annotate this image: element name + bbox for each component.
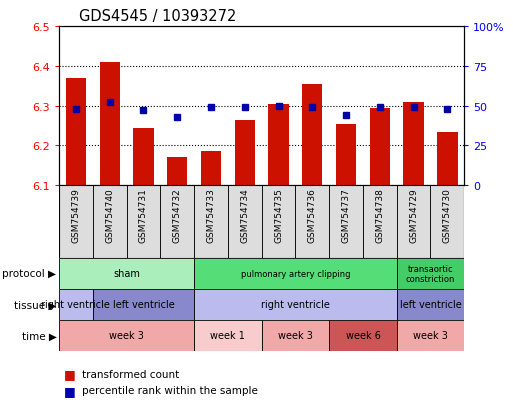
Text: GSM754733: GSM754733	[206, 188, 215, 243]
Text: GSM754730: GSM754730	[443, 188, 452, 243]
Text: sham: sham	[113, 268, 140, 279]
Bar	[329, 320, 397, 351]
Text: right ventricle: right ventricle	[261, 299, 330, 310]
Bar	[397, 289, 464, 320]
Text: GSM754734: GSM754734	[240, 188, 249, 242]
Bar	[329, 186, 363, 258]
Text: transformed count: transformed count	[82, 369, 180, 379]
Text: left ventricle: left ventricle	[400, 299, 461, 310]
Bar	[59, 289, 93, 320]
Bar	[194, 186, 228, 258]
Bar	[397, 258, 464, 289]
Text: transaortic
constriction: transaortic constriction	[406, 264, 455, 283]
Bar	[93, 186, 127, 258]
Bar	[262, 186, 295, 258]
Text: GSM754736: GSM754736	[308, 188, 317, 243]
Bar	[93, 289, 194, 320]
Bar	[160, 186, 194, 258]
Bar	[194, 320, 262, 351]
Text: right ventricle: right ventricle	[42, 299, 110, 310]
Bar	[403, 102, 424, 186]
Bar	[66, 78, 86, 186]
Bar	[302, 85, 322, 186]
Text: time ▶: time ▶	[22, 330, 56, 341]
Bar	[201, 152, 221, 186]
Text: GSM754737: GSM754737	[342, 188, 350, 243]
Text: protocol ▶: protocol ▶	[3, 268, 56, 279]
Text: ■: ■	[64, 367, 76, 380]
Bar	[59, 186, 93, 258]
Bar	[336, 124, 356, 186]
Text: tissue ▶: tissue ▶	[14, 299, 56, 310]
Text: percentile rank within the sample: percentile rank within the sample	[82, 385, 258, 395]
Text: pulmonary artery clipping: pulmonary artery clipping	[241, 269, 350, 278]
Text: week 3: week 3	[413, 330, 448, 341]
Bar	[133, 128, 153, 186]
Text: GSM754738: GSM754738	[376, 188, 384, 243]
Text: week 1: week 1	[210, 330, 245, 341]
Text: GSM754731: GSM754731	[139, 188, 148, 243]
Bar	[167, 158, 187, 186]
Text: GSM754729: GSM754729	[409, 188, 418, 242]
Bar	[397, 186, 430, 258]
Bar	[59, 258, 194, 289]
Text: week 3: week 3	[109, 330, 144, 341]
Bar	[370, 108, 390, 186]
Bar	[437, 132, 458, 186]
Bar	[234, 120, 255, 186]
Bar	[268, 104, 289, 186]
Bar	[430, 186, 464, 258]
Text: GDS4545 / 10393272: GDS4545 / 10393272	[79, 9, 236, 24]
Bar	[363, 186, 397, 258]
Bar	[127, 186, 160, 258]
Text: GSM754740: GSM754740	[105, 188, 114, 242]
Text: GSM754735: GSM754735	[274, 188, 283, 243]
Bar	[228, 186, 262, 258]
Text: left ventricle: left ventricle	[112, 299, 174, 310]
Bar	[194, 289, 397, 320]
Text: GSM754732: GSM754732	[173, 188, 182, 242]
Bar	[397, 320, 464, 351]
Text: week 3: week 3	[278, 330, 313, 341]
Text: week 6: week 6	[346, 330, 380, 341]
Text: ■: ■	[64, 384, 76, 397]
Bar	[295, 186, 329, 258]
Bar	[59, 320, 194, 351]
Bar	[194, 258, 397, 289]
Bar	[262, 320, 329, 351]
Text: GSM754739: GSM754739	[71, 188, 81, 243]
Bar	[100, 63, 120, 186]
